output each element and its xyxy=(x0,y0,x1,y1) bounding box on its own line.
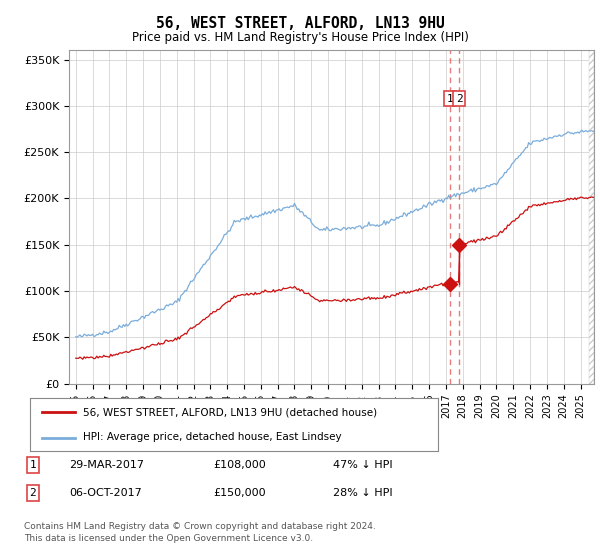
Text: 2: 2 xyxy=(29,488,37,498)
Text: 1: 1 xyxy=(29,460,37,470)
Text: 56, WEST STREET, ALFORD, LN13 9HU: 56, WEST STREET, ALFORD, LN13 9HU xyxy=(155,16,445,31)
Text: 47% ↓ HPI: 47% ↓ HPI xyxy=(333,460,392,470)
Text: 06-OCT-2017: 06-OCT-2017 xyxy=(69,488,142,498)
Text: £108,000: £108,000 xyxy=(213,460,266,470)
Text: 2: 2 xyxy=(455,94,463,104)
Text: 1: 1 xyxy=(446,94,453,104)
Text: HPI: Average price, detached house, East Lindsey: HPI: Average price, detached house, East… xyxy=(83,432,341,442)
Text: 56, WEST STREET, ALFORD, LN13 9HU (detached house): 56, WEST STREET, ALFORD, LN13 9HU (detac… xyxy=(83,408,377,418)
Text: Price paid vs. HM Land Registry's House Price Index (HPI): Price paid vs. HM Land Registry's House … xyxy=(131,31,469,44)
Text: Contains HM Land Registry data © Crown copyright and database right 2024.
This d: Contains HM Land Registry data © Crown c… xyxy=(24,522,376,543)
Text: 28% ↓ HPI: 28% ↓ HPI xyxy=(333,488,392,498)
Text: £150,000: £150,000 xyxy=(213,488,266,498)
Text: 29-MAR-2017: 29-MAR-2017 xyxy=(69,460,144,470)
